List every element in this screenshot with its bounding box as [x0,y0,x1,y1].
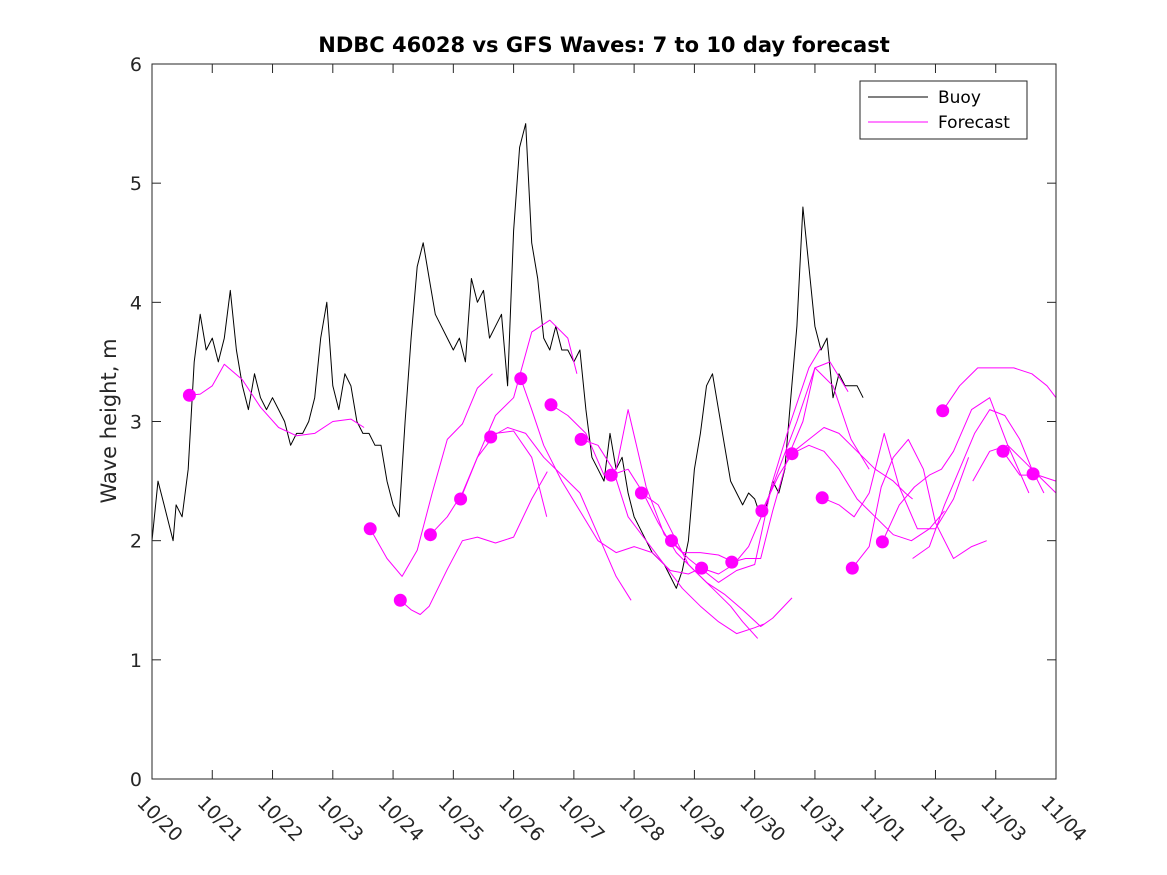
forecast-marker [363,522,377,536]
forecast-series-line-18 [851,438,987,569]
y-tick-label: 2 [130,531,142,553]
y-axis-label: Wave height, m [97,338,121,503]
forecast-series-line-14 [731,367,870,563]
forecast-series-line-22 [972,444,1057,494]
forecast-marker [875,535,889,549]
y-tick-label: 1 [130,650,142,672]
forecast-series-line-20 [912,409,1045,559]
forecast-marker [1026,467,1040,481]
forecast-series-line-9 [580,438,764,635]
forecast-series-line-3 [399,471,548,615]
forecast-series-line-4 [430,430,548,536]
y-tick-label: 0 [130,769,142,791]
forecast-marker [604,468,618,482]
y-tick-label: 4 [130,292,142,314]
y-tick-label: 5 [130,173,142,195]
legend-box [859,80,1028,140]
forecast-series-line-21 [942,367,1057,412]
forecast-series-line-19 [881,397,1030,543]
plot-area [152,64,1056,779]
forecast-series-line-6 [490,427,632,601]
forecast-markers-layer [182,372,1040,607]
forecast-marker [514,372,528,386]
forecast-series-line-1 [189,363,365,437]
forecast-marker [544,398,558,412]
buoy-series-line [151,123,864,589]
forecast-marker [755,504,769,518]
forecast-series-line-7 [520,378,704,575]
forecast-marker [815,491,829,505]
y-tick-label: 6 [130,54,142,76]
forecast-marker [574,432,588,446]
forecast-series-line-12 [671,347,822,583]
forecast-series-line-5 [460,319,578,500]
forecast-series-line-8 [550,404,734,563]
forecast-marker [182,388,196,402]
forecast-marker [725,555,739,569]
forecast-marker [634,486,648,500]
forecast-series-line-2 [369,373,493,577]
forecast-series-line-11 [641,492,793,627]
chart-title: NDBC 46028 vs GFS Waves: 7 to 10 day for… [318,33,889,57]
forecast-marker [695,561,709,575]
forecast-series-line-16 [791,444,945,542]
legend-forecast-label: Forecast [938,113,1010,133]
forecast-marker [665,534,678,548]
forecast-series-layer [189,319,1057,639]
forecast-marker [423,528,437,542]
forecast-marker [454,492,468,506]
forecast-marker [996,444,1010,458]
y-tick-label: 3 [130,412,142,434]
legend-buoy-label: Buoy [938,88,981,108]
forecast-marker [936,404,950,418]
forecast-marker [785,447,799,461]
forecast-marker [845,561,859,575]
buoy-series-layer [151,123,864,589]
forecast-marker [393,593,407,607]
legend: Buoy Forecast [859,80,1028,140]
forecast-marker [484,430,498,444]
forecast-series-line-10 [611,468,759,639]
